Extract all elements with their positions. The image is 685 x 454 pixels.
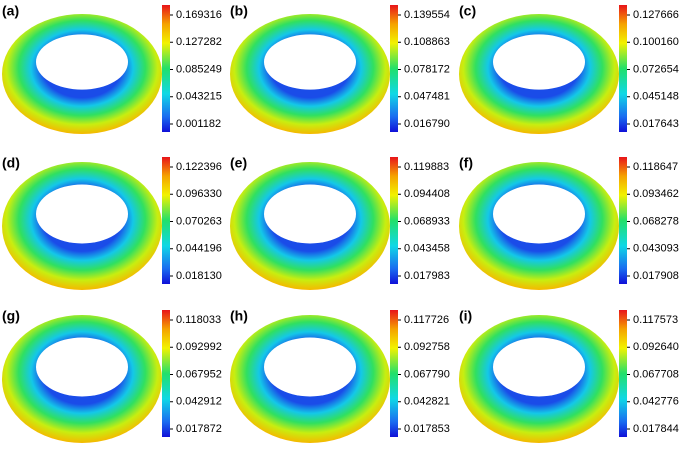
panel: (b) 0.139554 0.108863 0.078172 0.047481 0.016… (230, 3, 450, 134)
panel: (i) 0.117573 0.092640 0.067708 0.042776 0.017… (459, 308, 679, 443)
panel-label: (e) (230, 155, 247, 171)
torus-hole (493, 34, 585, 90)
colorbar-label: 0.042776 (633, 396, 679, 408)
torus-hole (264, 337, 356, 397)
colorbar-label: 0.127666 (633, 9, 679, 21)
colorbar-label: 0.018130 (176, 270, 222, 282)
colorbar-label: 0.117726 (404, 314, 449, 326)
colorbar (390, 5, 398, 132)
colorbar (619, 5, 627, 132)
colorbar-label: 0.122396 (176, 161, 222, 173)
torus-hole (36, 337, 128, 397)
colorbar-label: 0.078172 (404, 63, 450, 75)
colorbar-label: 0.042912 (176, 396, 222, 408)
colorbar-label: 0.016790 (404, 118, 450, 130)
torus-hole (36, 184, 128, 244)
panel-label: (f) (459, 155, 473, 171)
colorbar (390, 157, 398, 284)
colorbar-label: 0.072654 (633, 63, 679, 75)
colorbar-label: 0.047481 (404, 91, 450, 103)
colorbar-label: 0.139554 (404, 9, 450, 21)
colorbar-label: 0.017872 (176, 423, 222, 435)
colorbar-label: 0.068933 (404, 215, 450, 227)
panel: (g) 0.118033 0.092992 0.067952 0.042912 0.017… (2, 308, 222, 443)
colorbar (162, 157, 170, 284)
panel-label: (c) (459, 3, 476, 19)
colorbar-label: 0.100160 (633, 36, 679, 48)
panel-label: (a) (2, 3, 19, 19)
colorbar (619, 310, 627, 437)
colorbar-label: 0.045148 (633, 91, 679, 103)
panel-label: (d) (2, 155, 20, 171)
panel: (f) 0.118647 0.093462 0.068278 0.043093 0.017… (459, 155, 679, 290)
panel: (e) 0.119883 0.094408 0.068933 0.043458 0.017… (230, 155, 450, 290)
colorbar (619, 157, 627, 284)
torus-hole (264, 34, 356, 90)
colorbar-label: 0.169316 (176, 9, 222, 21)
panel-label: (h) (230, 308, 248, 324)
colorbar-label: 0.127282 (176, 36, 222, 48)
colorbar-label: 0.094408 (404, 188, 450, 200)
colorbar-label: 0.119883 (404, 161, 449, 173)
colorbar-label: 0.017844 (633, 423, 679, 435)
colorbar-label: 0.117573 (633, 314, 678, 326)
panel: (d) 0.122396 0.096330 0.070263 0.044196 0.018… (2, 155, 222, 290)
colorbar-label: 0.096330 (176, 188, 222, 200)
colorbar-label: 0.070263 (176, 215, 222, 227)
colorbar-label: 0.067790 (404, 368, 450, 380)
colorbar-label: 0.043458 (404, 243, 450, 255)
colorbar-label: 0.068278 (633, 215, 679, 227)
colorbar-label: 0.017908 (633, 270, 679, 282)
colorbar-label: 0.092992 (176, 341, 222, 353)
colorbar (390, 310, 398, 437)
colorbar-label: 0.044196 (176, 243, 222, 255)
torus-hole (493, 184, 585, 244)
colorbar-label: 0.093462 (633, 188, 679, 200)
panel-label: (g) (2, 308, 20, 324)
colorbar-label: 0.092758 (404, 341, 450, 353)
colorbar-label: 0.017853 (404, 423, 450, 435)
colorbar-label: 0.067952 (176, 368, 222, 380)
panel: (c) 0.127666 0.100160 0.072654 0.045148 0.017… (459, 3, 679, 134)
colorbar-label: 0.001182 (176, 118, 221, 130)
colorbar-label: 0.042821 (404, 396, 450, 408)
panel: (h) 0.117726 0.092758 0.067790 0.042821 0.017… (230, 308, 450, 443)
torus-hole (36, 34, 128, 90)
panel: (a) 0.169316 0.127282 0.085249 0.043215 0.001… (2, 3, 222, 134)
colorbar-label: 0.092640 (633, 341, 679, 353)
colorbar-label: 0.067708 (633, 368, 679, 380)
colorbar-label: 0.118647 (633, 161, 678, 173)
colorbar-label: 0.017983 (404, 270, 450, 282)
colorbar (162, 5, 170, 132)
torus-hole (493, 337, 585, 397)
colorbar-label: 0.017643 (633, 118, 679, 130)
colorbar-label: 0.085249 (176, 63, 222, 75)
panels: (a) 0.169316 0.127282 0.085249 0.043215 0.001… (2, 3, 679, 443)
colorbar-label: 0.043093 (633, 243, 679, 255)
colorbar-label: 0.118033 (176, 314, 221, 326)
torus-hole (264, 184, 356, 244)
colorbar-label: 0.043215 (176, 91, 222, 103)
colorbar (162, 310, 170, 437)
panel-label: (i) (459, 308, 472, 324)
colorbar-label: 0.108863 (404, 36, 450, 48)
panel-label: (b) (230, 3, 248, 19)
